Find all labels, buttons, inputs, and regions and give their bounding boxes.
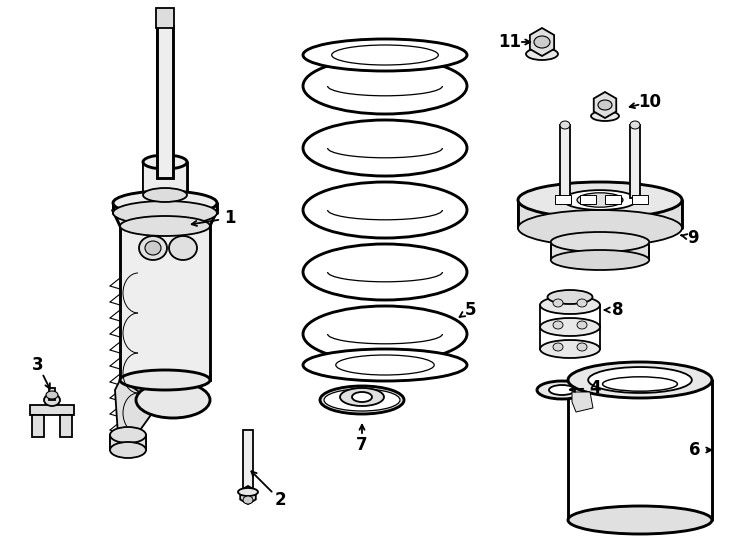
Polygon shape: [113, 211, 217, 226]
Bar: [143, 162, 187, 195]
Ellipse shape: [548, 290, 592, 304]
Bar: [518, 200, 682, 228]
Polygon shape: [594, 92, 617, 118]
Ellipse shape: [591, 111, 619, 121]
Ellipse shape: [540, 318, 600, 336]
Ellipse shape: [335, 355, 435, 375]
Bar: [30, 405, 74, 415]
Bar: [605, 195, 621, 204]
Bar: [120, 226, 210, 380]
Ellipse shape: [238, 488, 258, 496]
Bar: [157, 26, 173, 178]
Ellipse shape: [332, 45, 438, 65]
Ellipse shape: [340, 388, 384, 406]
Ellipse shape: [518, 210, 682, 246]
Text: 5: 5: [464, 301, 476, 319]
Ellipse shape: [553, 299, 563, 307]
Ellipse shape: [44, 394, 60, 406]
Ellipse shape: [303, 349, 467, 381]
Ellipse shape: [110, 442, 146, 458]
Ellipse shape: [549, 385, 575, 395]
Text: 4: 4: [589, 379, 601, 397]
Ellipse shape: [46, 391, 58, 399]
Ellipse shape: [553, 343, 563, 351]
Text: 1: 1: [225, 209, 236, 227]
Ellipse shape: [568, 506, 712, 534]
Ellipse shape: [113, 201, 217, 225]
Ellipse shape: [243, 496, 253, 504]
Ellipse shape: [553, 321, 563, 329]
Ellipse shape: [526, 48, 558, 60]
Ellipse shape: [550, 232, 649, 252]
Ellipse shape: [145, 241, 161, 255]
Polygon shape: [530, 28, 554, 56]
Ellipse shape: [518, 182, 682, 218]
Ellipse shape: [577, 321, 587, 329]
Bar: [550, 242, 649, 260]
Ellipse shape: [588, 367, 692, 393]
Ellipse shape: [320, 386, 404, 414]
Bar: [32, 415, 44, 437]
Bar: [580, 195, 596, 204]
Bar: [113, 203, 217, 213]
Ellipse shape: [139, 236, 167, 260]
Ellipse shape: [563, 190, 637, 210]
Ellipse shape: [540, 340, 600, 358]
Ellipse shape: [110, 427, 146, 443]
Polygon shape: [572, 392, 593, 412]
Ellipse shape: [577, 193, 623, 207]
Bar: [632, 195, 648, 204]
Ellipse shape: [120, 370, 210, 390]
Ellipse shape: [169, 236, 197, 260]
Ellipse shape: [603, 377, 677, 391]
Bar: [560, 125, 570, 198]
Bar: [630, 125, 640, 198]
Ellipse shape: [143, 188, 187, 202]
Ellipse shape: [136, 382, 210, 418]
Ellipse shape: [143, 155, 187, 169]
Bar: [60, 415, 72, 437]
Ellipse shape: [352, 392, 372, 402]
Text: 7: 7: [356, 436, 368, 454]
Polygon shape: [115, 380, 158, 440]
Bar: [555, 195, 571, 204]
Text: 3: 3: [32, 356, 44, 374]
Text: 8: 8: [612, 301, 624, 319]
Ellipse shape: [540, 296, 600, 314]
Text: 11: 11: [498, 33, 521, 51]
Ellipse shape: [303, 39, 467, 71]
Text: 10: 10: [639, 93, 661, 111]
Ellipse shape: [598, 100, 612, 110]
Ellipse shape: [550, 250, 649, 270]
Ellipse shape: [577, 299, 587, 307]
Ellipse shape: [113, 191, 217, 215]
Bar: [243, 430, 253, 490]
Ellipse shape: [568, 362, 712, 398]
Polygon shape: [240, 486, 255, 504]
Ellipse shape: [560, 121, 570, 129]
Ellipse shape: [630, 121, 640, 129]
Bar: [49, 388, 55, 400]
Text: 6: 6: [689, 441, 701, 459]
Ellipse shape: [324, 389, 400, 411]
Text: 2: 2: [275, 491, 286, 509]
Ellipse shape: [577, 343, 587, 351]
Ellipse shape: [120, 216, 210, 236]
Ellipse shape: [534, 36, 550, 48]
Bar: [110, 435, 146, 450]
Text: 9: 9: [687, 229, 699, 247]
Ellipse shape: [537, 381, 587, 399]
Bar: [156, 8, 174, 28]
